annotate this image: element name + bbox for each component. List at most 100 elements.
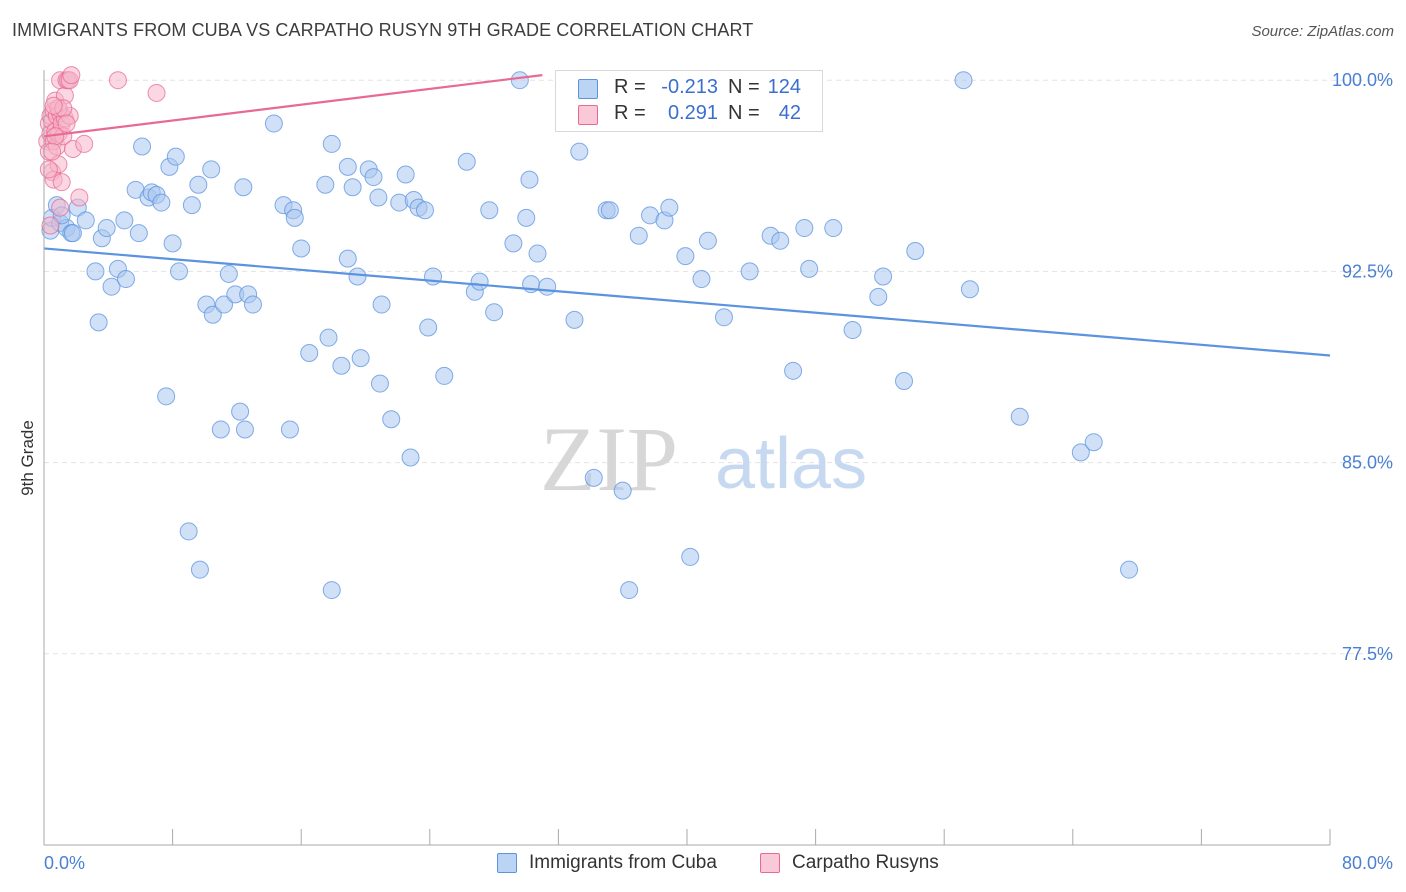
cuba-point: [677, 248, 694, 265]
cuba-point: [529, 245, 546, 262]
cuba-point: [339, 250, 356, 267]
cuba-point: [286, 209, 303, 226]
cuba-point: [365, 169, 382, 186]
cuba-point: [153, 194, 170, 211]
stats-row-cuba: R = -0.213 N = 124: [556, 76, 822, 100]
cuba-point: [505, 235, 522, 252]
cuba-point: [349, 268, 366, 285]
cuba-point: [521, 171, 538, 188]
y-tick-label: 77.5%: [1342, 644, 1393, 664]
cuba-point: [371, 375, 388, 392]
y-tick-label: 100.0%: [1332, 70, 1393, 90]
cuba-point: [601, 202, 618, 219]
grid-lines: [44, 80, 1390, 654]
cuba-point: [621, 582, 638, 599]
legend-rusyn-swatch: [760, 853, 780, 873]
legend-cuba-swatch: [497, 853, 517, 873]
cuba-point: [715, 309, 732, 326]
cuba-point: [539, 278, 556, 295]
rusyn-point: [76, 135, 93, 152]
n-label: N =: [728, 102, 760, 125]
cuba-point: [844, 322, 861, 339]
watermark-zip: ZIP: [540, 408, 678, 510]
cuba-point: [955, 72, 972, 89]
cuba-point: [630, 227, 647, 244]
n-label: N =: [728, 76, 760, 99]
cuba-point: [1085, 434, 1102, 451]
stats-row-rusyn: R = 0.291 N = 42: [556, 102, 822, 126]
cuba-point: [244, 296, 261, 313]
cuba-point: [373, 296, 390, 313]
watermark-atlas: atlas: [715, 424, 867, 504]
cuba-point: [116, 212, 133, 229]
series-legend: Immigrants from Cuba Carpatho Rusyns: [0, 852, 1406, 876]
cuba-point: [180, 523, 197, 540]
cuba-point: [235, 179, 252, 196]
cuba-point: [801, 260, 818, 277]
cuba-point: [293, 240, 310, 257]
cuba-point: [870, 288, 887, 305]
cuba-point: [875, 268, 892, 285]
rusyn-point: [53, 174, 70, 191]
cuba-point: [420, 319, 437, 336]
cuba-point: [130, 225, 147, 242]
cuba-point: [907, 243, 924, 260]
cuba-point: [458, 153, 475, 170]
cuba-point: [1121, 561, 1138, 578]
cuba-point: [339, 158, 356, 175]
rusyn-point: [148, 84, 165, 101]
scatter-chart: ZIP atlas 77.5%85.0%92.5%100.0% 0.0% 80.0…: [0, 0, 1406, 892]
r-value: 0.291: [648, 102, 718, 125]
cuba-point: [301, 344, 318, 361]
rusyn-point: [109, 72, 126, 89]
rusyn-point: [52, 199, 69, 216]
cuba-point: [682, 548, 699, 565]
cuba-point: [236, 421, 253, 438]
cuba-point: [416, 202, 433, 219]
n-value: 42: [761, 102, 801, 125]
data-points: [39, 67, 1138, 599]
cuba-point: [220, 265, 237, 282]
cuba-point: [397, 166, 414, 183]
cuba-point: [741, 263, 758, 280]
cuba-point: [566, 311, 583, 328]
cuba-point: [212, 421, 229, 438]
cuba-point: [164, 235, 181, 252]
cuba-point: [134, 138, 151, 155]
cuba-point: [825, 220, 842, 237]
cuba-point: [77, 212, 94, 229]
cuba-point: [772, 232, 789, 249]
cuba-point: [961, 281, 978, 298]
y-axis-label: 9th Grade: [18, 420, 37, 496]
cuba-point: [436, 367, 453, 384]
cuba-point: [571, 143, 588, 160]
cuba-point: [323, 582, 340, 599]
cuba-point: [585, 469, 602, 486]
cuba-point: [511, 72, 528, 89]
cuba-point: [1011, 408, 1028, 425]
cuba-point: [183, 197, 200, 214]
cuba-point: [699, 232, 716, 249]
cuba-point: [896, 373, 913, 390]
cuba-point: [486, 304, 503, 321]
rusyn-point: [40, 161, 57, 178]
cuba-point: [320, 329, 337, 346]
cuba-point: [317, 176, 334, 193]
stats-legend: R = -0.213 N = 124 R = 0.291 N = 42: [555, 70, 823, 132]
cuba-point: [481, 202, 498, 219]
cuba-point: [471, 273, 488, 290]
legend-cuba-label: Immigrants from Cuba: [529, 852, 717, 874]
cuba-point: [117, 271, 134, 288]
cuba-point: [796, 220, 813, 237]
cuba-point: [191, 561, 208, 578]
cuba-point: [352, 350, 369, 367]
cuba-point: [232, 403, 249, 420]
y-tick-label: 85.0%: [1342, 453, 1393, 473]
cuba-point: [87, 263, 104, 280]
cuba-point: [323, 135, 340, 152]
cuba-point: [661, 199, 678, 216]
cuba-point: [693, 271, 710, 288]
cuba-point: [281, 421, 298, 438]
cuba-point: [190, 176, 207, 193]
cuba-point: [518, 209, 535, 226]
